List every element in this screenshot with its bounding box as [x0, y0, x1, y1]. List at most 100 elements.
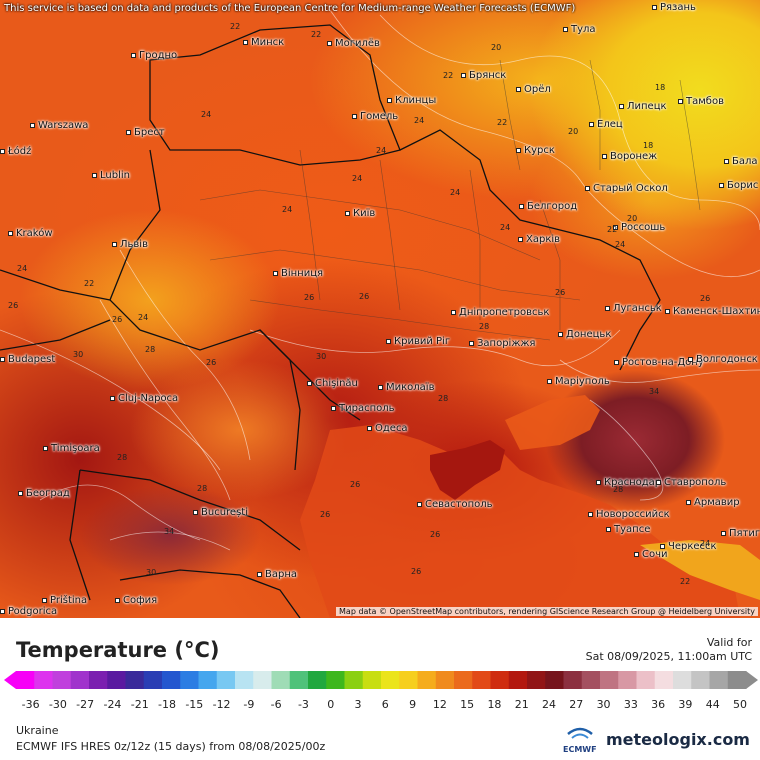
isotherm-label: 24	[138, 313, 149, 322]
valid-time: Sat 08/09/2025, 11:00am UTC	[585, 650, 752, 663]
map-overlay	[0, 9, 760, 618]
colorbar-tick-label: 6	[381, 698, 389, 711]
valid-for-label: Valid for	[706, 636, 752, 649]
city-label: Донецьк	[558, 329, 611, 340]
isotherm-label: 22	[84, 279, 95, 288]
city-label: Харків	[518, 234, 560, 245]
legend-title: Temperature (°C)	[16, 638, 220, 662]
city-label: Минск	[243, 37, 284, 48]
colorbar-tick-label: -6	[270, 698, 282, 711]
black-sea	[300, 425, 740, 618]
colorbar-segment	[362, 671, 382, 689]
isotherm-label: 24	[352, 174, 363, 183]
colorbar-segment	[271, 671, 291, 689]
isotherm-label: 34	[649, 387, 660, 396]
city-label: Timişoara	[43, 443, 100, 454]
city-label: Београд	[18, 488, 70, 499]
isotherm-label: 24	[615, 240, 626, 249]
colorbar-segment	[162, 671, 181, 689]
city-label: Новороссийск	[588, 509, 670, 520]
colorbar-segment	[727, 671, 747, 689]
ecmwf-logo-icon	[567, 727, 593, 739]
colorbar-tick-label: 44	[705, 698, 720, 711]
isotherm-label: 24	[700, 539, 711, 548]
isotherm-label: 28	[438, 394, 449, 403]
colorbar-segment	[600, 671, 619, 689]
isotherm-label: 22	[230, 22, 241, 31]
isotherm-label: 26	[359, 292, 370, 301]
colorbar-tick-label: 9	[409, 698, 417, 711]
colorbar-tick-label: 12	[432, 698, 447, 711]
colorbar-tick-label: -21	[130, 698, 149, 711]
colorbar-tick-label: 3	[354, 698, 362, 711]
city-label: Елец	[589, 119, 623, 130]
colorbar-segment	[344, 671, 364, 689]
city-label: Вінниця	[273, 268, 323, 279]
city-label: Сочи	[634, 549, 668, 560]
city-label: Гродно	[131, 50, 177, 61]
isotherm-label: 24	[450, 188, 461, 197]
isotherm-label: 18	[655, 83, 666, 92]
colorbar-tick-label: -15	[185, 698, 204, 711]
city-label: Орёл	[516, 84, 551, 95]
city-label: Брест	[126, 127, 165, 138]
colorbar-tick-label: 21	[514, 698, 529, 711]
city-label: Podgorica	[0, 606, 57, 617]
colorbar-segment	[180, 671, 199, 689]
colorbar-segment	[235, 671, 254, 689]
city-label: Брянск	[461, 70, 506, 81]
isotherm-label: 26	[430, 530, 441, 539]
temperature-map[interactable]: This service is based on data and produc…	[0, 0, 760, 618]
isotherm-label: 24	[414, 116, 425, 125]
city-label: Гомель	[352, 111, 398, 122]
ecmwf-logo-text: ECMWF	[563, 745, 597, 754]
isotherm-label: 26	[700, 294, 711, 303]
isotherm-label: 22	[680, 577, 691, 586]
city-label: Могилёв	[327, 38, 380, 49]
legend-panel: Temperature (°C) Valid for Sat 08/09/202…	[0, 618, 760, 760]
isotherm-label: 20	[568, 127, 579, 136]
colorbar-segment	[472, 671, 491, 689]
colorbar-segment	[490, 671, 510, 689]
colorbar-segment	[381, 671, 400, 689]
colorbar-segment	[508, 671, 528, 689]
city-label: Пятиг	[721, 528, 760, 539]
city-label: Cluj-Napoca	[110, 393, 178, 404]
colorbar-segment	[289, 671, 309, 689]
city-label: Łódź	[0, 146, 31, 157]
isotherm-label: 26	[555, 288, 566, 297]
isotherm-label: 22	[497, 118, 508, 127]
meteologix-brand[interactable]: meteologix.com	[606, 730, 750, 749]
colorbar-segment	[326, 671, 345, 689]
isotherm-label: 24	[17, 264, 28, 273]
colorbar-tick-label: -30	[48, 698, 67, 711]
city-label: Тамбов	[678, 96, 724, 107]
region-label: Ukraine	[16, 724, 59, 737]
colorbar-segment	[16, 671, 35, 689]
isotherm-label: 22	[311, 30, 322, 39]
colorbar-segment	[70, 671, 90, 689]
isotherm-label: 20	[627, 214, 638, 223]
colorbar-segment	[399, 671, 418, 689]
city-label: Старый Оскол	[585, 183, 668, 194]
isotherm-label: 24	[500, 223, 511, 232]
city-label: București	[193, 507, 248, 518]
colorbar-tick-label: -36	[21, 698, 40, 711]
city-label: Ростов-на-Дону	[614, 357, 704, 368]
colorbar-tick-label: 36	[651, 698, 666, 711]
model-info: ECMWF IFS HRES 0z/12z (15 days) from 08/…	[16, 740, 326, 753]
city-label: Варна	[257, 569, 297, 580]
city-label: Севастополь	[417, 499, 493, 510]
city-label: Budapest	[0, 354, 55, 365]
isotherm-label: 26	[206, 358, 217, 367]
isotherm-label: 26	[350, 480, 361, 489]
isotherm-label: 26	[112, 315, 123, 324]
isotherm-label: 28	[479, 322, 490, 331]
city-label: Тирасполь	[331, 403, 395, 414]
colorbar-tick-label: 24	[542, 698, 556, 711]
city-label: Львів	[112, 239, 148, 250]
isotherm-label: 24	[282, 205, 293, 214]
isotherm-label: 22	[443, 71, 454, 80]
city-label: Луганськ	[605, 303, 662, 314]
colorbar-segment	[308, 671, 327, 689]
